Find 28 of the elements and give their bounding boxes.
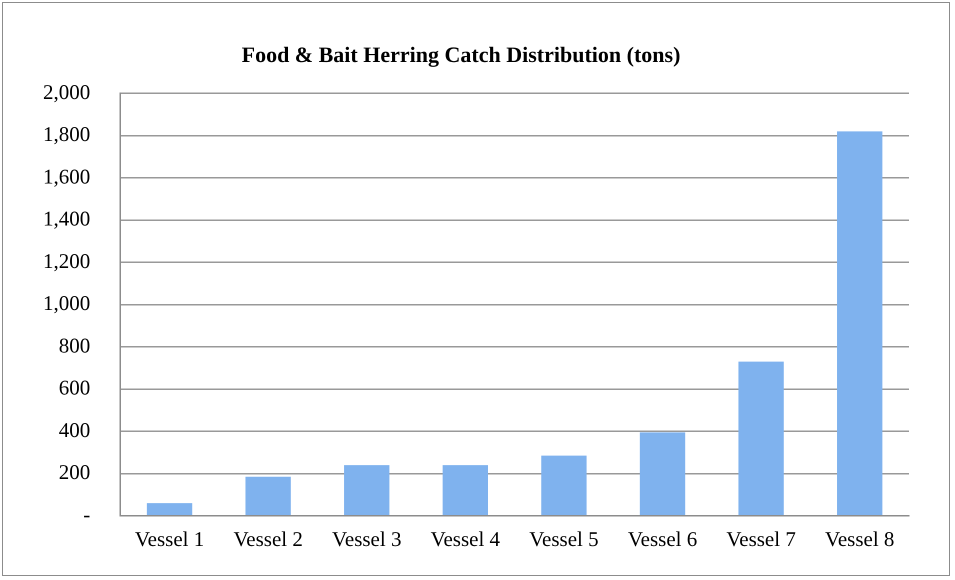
x-tick-label: Vessel 3 xyxy=(332,526,402,551)
y-tick-label: - xyxy=(83,502,90,526)
bar xyxy=(245,476,291,516)
x-tick-label: Vessel 4 xyxy=(430,526,501,551)
x-tick-label: Vessel 6 xyxy=(628,526,698,551)
y-tick-label: 1,400 xyxy=(43,206,90,231)
y-tick-label: 1,600 xyxy=(43,164,90,188)
bar xyxy=(541,456,587,516)
bar xyxy=(837,131,882,516)
y-tick-label: 1,200 xyxy=(43,248,90,273)
x-tick-label: Vessel 7 xyxy=(726,526,796,551)
y-tick-label: 1,800 xyxy=(43,122,90,146)
bar xyxy=(640,432,686,516)
bar xyxy=(344,465,390,516)
y-tick-label: 600 xyxy=(58,376,90,400)
y-tick-label: 2,000 xyxy=(43,80,90,104)
x-tick-label: Vessel 8 xyxy=(824,526,894,551)
y-tick-label: 200 xyxy=(58,460,90,484)
y-tick-label: 400 xyxy=(58,418,90,442)
y-tick-label: 800 xyxy=(58,333,90,358)
y-tick-label: 1,000 xyxy=(43,291,90,316)
x-tick-label: Vessel 5 xyxy=(529,526,599,551)
bar xyxy=(146,503,192,516)
x-tick-label: Vessel 1 xyxy=(134,526,204,551)
bar xyxy=(738,362,784,516)
x-tick-label: Vessel 2 xyxy=(233,526,303,551)
bar xyxy=(442,465,488,516)
chart-title: Food & Bait Herring Catch Distribution (tons) xyxy=(242,42,680,67)
